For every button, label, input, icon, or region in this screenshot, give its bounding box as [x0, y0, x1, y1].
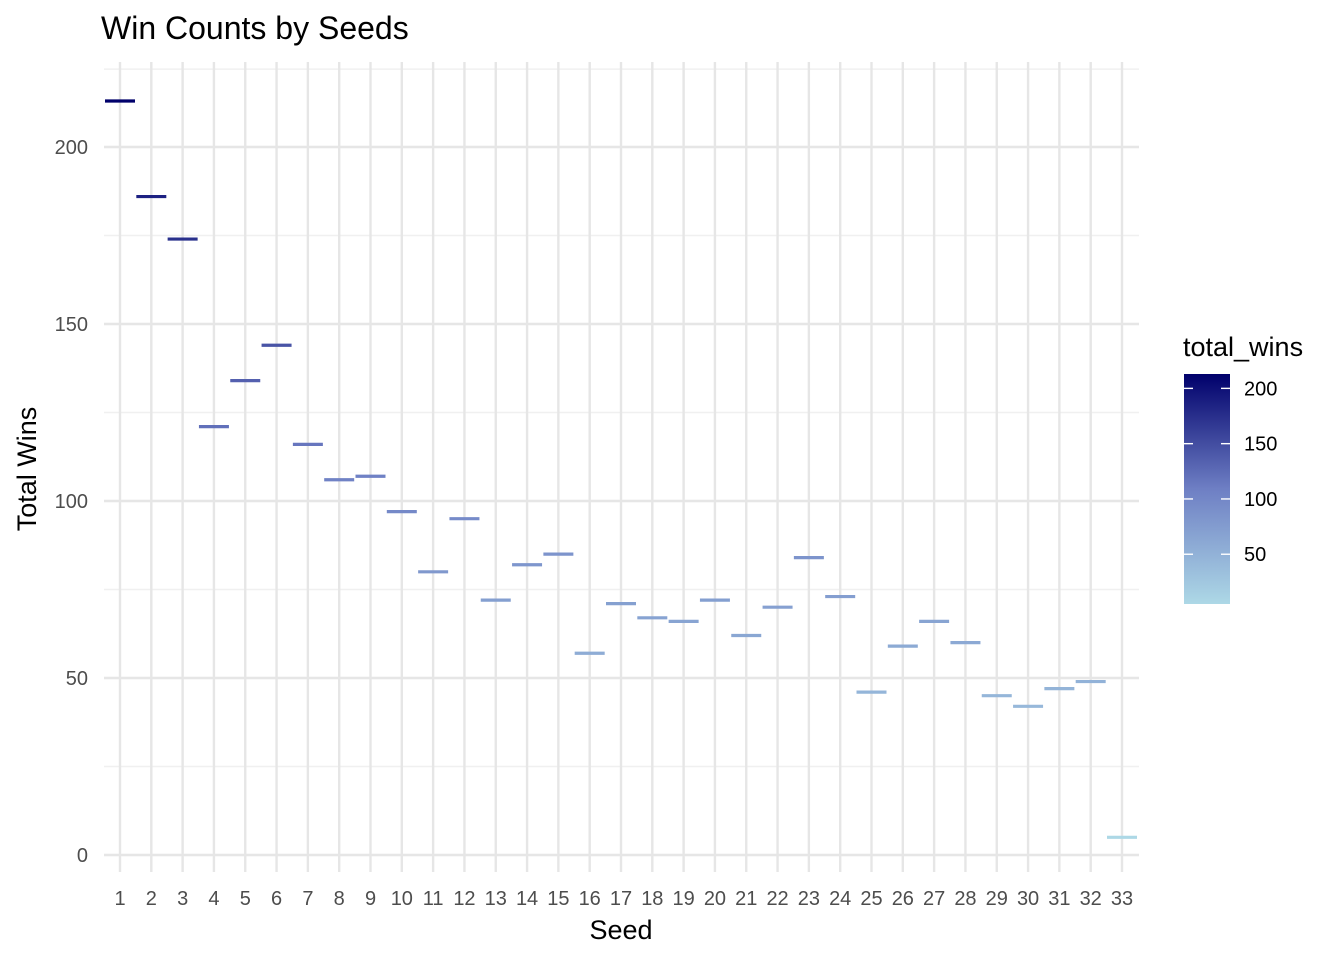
y-tick-label: 50 — [66, 668, 88, 690]
x-tick-label: 20 — [704, 888, 726, 910]
x-tick-label: 18 — [641, 888, 663, 910]
legend-colorbar — [1184, 374, 1230, 604]
y-axis-title: Total Wins — [12, 407, 42, 532]
x-tick-label: 28 — [954, 888, 976, 910]
x-axis-title: Seed — [589, 915, 652, 945]
x-tick-label: 22 — [766, 888, 788, 910]
x-tick-label: 4 — [208, 888, 219, 910]
legend-tick-label: 200 — [1244, 378, 1277, 400]
x-tick-label: 32 — [1080, 888, 1102, 910]
x-tick-label: 30 — [1017, 888, 1039, 910]
x-tick-label: 19 — [673, 888, 695, 910]
y-tick-label: 0 — [77, 845, 88, 867]
chart-title: Win Counts by Seeds — [101, 10, 409, 46]
gridlines — [104, 62, 1139, 872]
x-tick-label: 14 — [516, 888, 538, 910]
y-axis-ticks: 0 50 100 150 200 — [55, 137, 88, 867]
bars — [105, 99, 1137, 839]
x-tick-label: 8 — [334, 888, 345, 910]
x-tick-label: 2 — [146, 888, 157, 910]
x-tick-label: 1 — [114, 888, 125, 910]
x-tick-label: 25 — [860, 888, 882, 910]
x-tick-label: 26 — [892, 888, 914, 910]
legend-tick-label: 100 — [1244, 489, 1277, 511]
x-tick-label: 13 — [485, 888, 507, 910]
x-tick-label: 6 — [271, 888, 282, 910]
x-tick-label: 10 — [391, 888, 413, 910]
x-tick-label: 29 — [986, 888, 1008, 910]
legend-title: total_wins — [1183, 332, 1303, 362]
x-tick-label: 33 — [1111, 888, 1133, 910]
x-tick-label: 3 — [177, 888, 188, 910]
x-tick-label: 21 — [735, 888, 757, 910]
x-tick-label: 7 — [302, 888, 313, 910]
x-tick-label: 27 — [923, 888, 945, 910]
y-tick-label: 100 — [55, 491, 88, 513]
x-tick-label: 15 — [547, 888, 569, 910]
x-tick-label: 5 — [240, 888, 251, 910]
x-tick-label: 24 — [829, 888, 851, 910]
legend: total_wins 50 100 150 200 — [1183, 332, 1303, 604]
legend-tick-label: 50 — [1244, 544, 1266, 566]
x-tick-label: 9 — [365, 888, 376, 910]
x-tick-label: 23 — [798, 888, 820, 910]
x-axis-ticks: 1 2 3 4 5 6 7 8 9 10 11 12 13 14 15 16 17 18 19 20 21 22 23 24 2… — [114, 888, 1133, 910]
legend-tick-label: 150 — [1244, 434, 1277, 456]
x-tick-label: 31 — [1048, 888, 1070, 910]
x-tick-label: 12 — [453, 888, 475, 910]
y-tick-label: 150 — [55, 314, 88, 336]
y-tick-label: 200 — [55, 137, 88, 159]
x-tick-label: 16 — [579, 888, 601, 910]
x-tick-label: 17 — [610, 888, 632, 910]
x-tick-label: 11 — [423, 888, 444, 910]
legend-ticks: 50 100 150 200 — [1184, 378, 1277, 566]
